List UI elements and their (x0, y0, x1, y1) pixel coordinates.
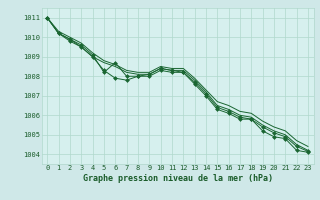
X-axis label: Graphe pression niveau de la mer (hPa): Graphe pression niveau de la mer (hPa) (83, 174, 273, 183)
